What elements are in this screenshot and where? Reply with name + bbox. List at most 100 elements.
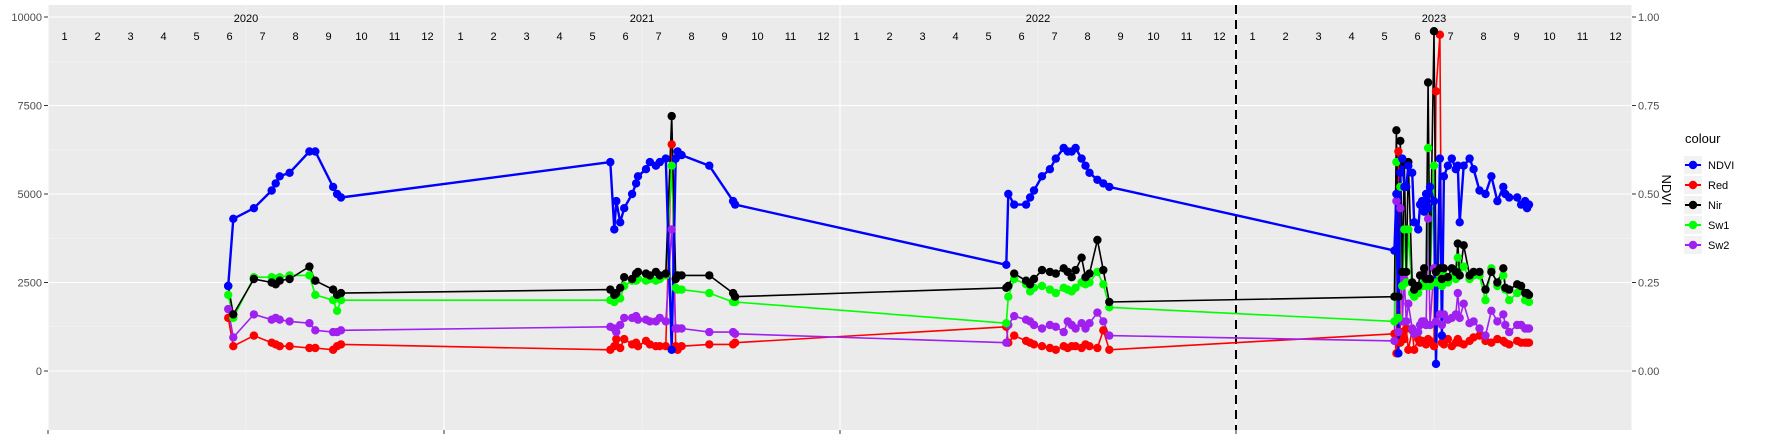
data-point-red: [1524, 338, 1534, 347]
data-point-ndvi: [1429, 196, 1439, 206]
data-point-ndvi: [1481, 189, 1490, 199]
month-label: 6: [622, 31, 628, 43]
data-point-ndvi: [1021, 200, 1031, 209]
month-label: 5: [589, 31, 595, 43]
data-point-nir: [730, 292, 740, 301]
data-point-sw1: [1423, 143, 1433, 153]
y-right-tick-label: 1.00: [1638, 12, 1659, 24]
data-point-nir: [305, 262, 314, 271]
data-point-nir: [1029, 274, 1039, 284]
data-point-sw2: [1499, 310, 1508, 319]
y-right-tick-label: 0.50: [1638, 189, 1659, 201]
month-label: 6: [226, 31, 232, 43]
month-label: 11: [1181, 31, 1192, 43]
data-point-ndvi: [1004, 189, 1013, 199]
data-point-ndvi: [1404, 161, 1413, 170]
data-point-ndvi: [1410, 218, 1419, 227]
data-point-nir: [1439, 264, 1449, 273]
data-point-ndvi: [1459, 161, 1468, 170]
data-point-sw1: [1402, 278, 1411, 287]
data-point-ndvi: [1439, 172, 1449, 181]
data-point-ndvi: [620, 204, 629, 213]
data-point-sw2: [336, 326, 346, 335]
data-point-ndvi: [336, 193, 346, 202]
data-point-ndvi: [641, 165, 651, 174]
data-point-ndvi: [612, 196, 621, 206]
data-point-ndvi: [677, 150, 686, 160]
data-point-ndvi: [1443, 161, 1453, 170]
data-point-ndvi: [249, 204, 259, 213]
data-point-ndvi: [1487, 172, 1496, 181]
data-point-nir: [336, 288, 346, 298]
y-left-tick-label: 10000: [11, 12, 42, 24]
month-label: 4: [556, 31, 562, 43]
data-point-ndvi: [1394, 349, 1403, 358]
month-labels: 1 2 3 4 5 6 7 8 9 10 11 12 1 2 3 4 5 6 7 8 9 10 11 12 1 2 3 4 5 6 7 8 9 1…: [61, 31, 1621, 43]
month-label: 5: [985, 31, 991, 43]
data-point-nir: [1010, 269, 1019, 278]
legend-key-ndvi: [1688, 160, 1698, 170]
data-point-sw2: [1423, 214, 1433, 223]
month-label: 10: [751, 31, 763, 43]
legend-label-sw2: Sw2: [1708, 240, 1729, 252]
data-point-red: [1051, 345, 1061, 354]
data-point-nir: [705, 271, 714, 280]
y-left-tick-label: 2500: [18, 278, 42, 290]
month-label: 1: [457, 31, 463, 43]
month-label: 3: [1315, 31, 1321, 43]
data-point-red: [705, 340, 714, 349]
data-point-nir: [1392, 126, 1401, 135]
month-label: 6: [1018, 31, 1024, 43]
data-point-ndvi: [1469, 165, 1478, 174]
data-point-sw1: [1037, 281, 1047, 291]
data-point-ndvi: [606, 157, 615, 167]
data-point-nir: [1067, 273, 1076, 282]
data-point-sw2: [1414, 327, 1423, 337]
data-point-nir: [285, 274, 294, 284]
data-point-sw1: [1099, 280, 1108, 289]
data-point-red: [311, 343, 320, 353]
data-point-ndvi: [661, 154, 670, 163]
month-label: 3: [127, 31, 133, 43]
data-point-ndvi: [1505, 193, 1514, 202]
y-left-tick-label: 7500: [18, 101, 42, 113]
data-point-nir: [249, 274, 259, 284]
month-label: 12: [421, 31, 433, 43]
data-point-ndvi: [1025, 193, 1035, 202]
data-point-ndvi: [667, 345, 676, 354]
data-point-ndvi: [1447, 154, 1457, 163]
month-label: 7: [1447, 31, 1453, 43]
data-point-red: [1404, 345, 1413, 354]
data-point-sw2: [1037, 324, 1047, 333]
series-points: [224, 27, 1534, 369]
month-label: 3: [919, 31, 925, 43]
data-point-sw2: [1505, 327, 1514, 337]
data-point-sw2: [1059, 327, 1068, 337]
data-point-sw2: [1481, 331, 1490, 340]
data-point-nir: [633, 267, 643, 277]
data-point-sw1: [311, 290, 320, 300]
data-point-ndvi: [1077, 154, 1086, 163]
month-label: 5: [1381, 31, 1387, 43]
month-label: 2: [1282, 31, 1288, 43]
data-point-nir: [661, 269, 670, 278]
data-point-sw2: [285, 317, 294, 326]
data-point-sw1: [1459, 262, 1468, 271]
data-point-nir: [1004, 281, 1013, 291]
data-point-nir: [1505, 285, 1514, 294]
month-label: 3: [523, 31, 529, 43]
month-label: 4: [1348, 31, 1354, 43]
data-point-sw2: [1071, 324, 1080, 333]
data-point-sw1: [1004, 292, 1013, 301]
data-point-red: [667, 140, 676, 149]
legend-label-red: Red: [1708, 180, 1728, 192]
data-point-red: [620, 334, 629, 344]
data-point-sw1: [705, 288, 714, 298]
year-label: 2023: [1422, 13, 1446, 25]
x-axis: [47, 430, 1237, 434]
y-right-tick-label: 0.25: [1638, 278, 1659, 290]
data-point-ndvi: [1453, 161, 1463, 170]
data-point-red: [1400, 334, 1409, 344]
month-label: 1: [1249, 31, 1255, 43]
data-point-ndvi: [1493, 196, 1502, 206]
